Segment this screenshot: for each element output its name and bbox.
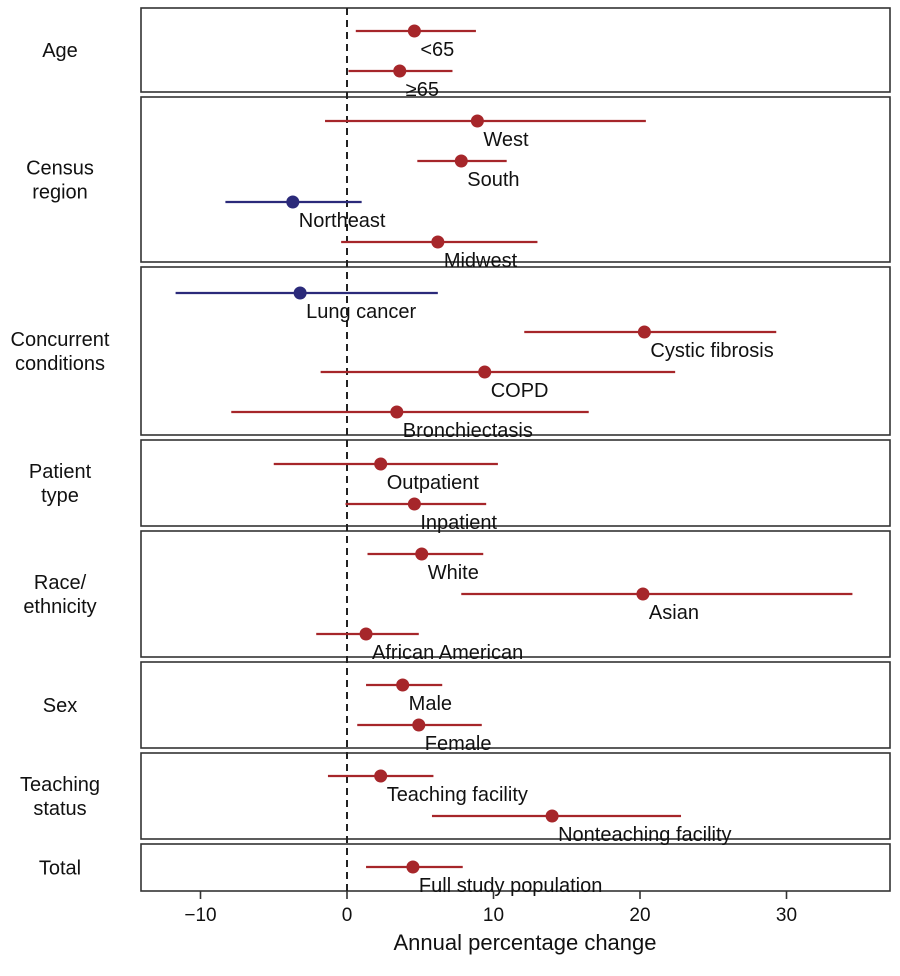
- group-label: Total: [39, 858, 81, 880]
- row-label: Lung cancer: [306, 301, 416, 323]
- group-label: status: [33, 798, 86, 820]
- row-label: Teaching facility: [387, 784, 528, 806]
- estimate-point: [412, 718, 426, 732]
- row-label: Northeast: [299, 210, 386, 232]
- estimate-point: [637, 325, 651, 339]
- row-label: Nonteaching facility: [558, 824, 731, 846]
- group-label: Teaching: [20, 774, 100, 796]
- group-label: region: [32, 182, 88, 204]
- row-label: Bronchiectasis: [403, 420, 533, 442]
- row-label: Male: [409, 693, 452, 715]
- group-label: conditions: [15, 353, 105, 375]
- estimate-point: [470, 114, 484, 128]
- panel-5: [140, 661, 891, 749]
- row-label: West: [483, 129, 529, 151]
- row-label: ≥65: [406, 79, 439, 101]
- row-label: Midwest: [444, 250, 518, 272]
- row-label: COPD: [491, 380, 549, 402]
- row-label: Female: [425, 733, 492, 755]
- estimate-point: [636, 587, 650, 601]
- estimate-point: [293, 286, 307, 300]
- group-label: Patient: [29, 461, 92, 483]
- x-tick-label: 10: [483, 905, 504, 926]
- estimate-point: [390, 405, 404, 419]
- estimate-point: [478, 365, 492, 379]
- row-label: Inpatient: [420, 512, 497, 534]
- group-label: type: [41, 485, 79, 507]
- estimate-point: [407, 497, 421, 511]
- group-label: Census: [26, 158, 94, 180]
- estimate-point: [374, 769, 388, 783]
- row-label: Asian: [649, 602, 699, 624]
- panel-0: [140, 7, 891, 93]
- group-label: Sex: [43, 695, 77, 717]
- panel-3: [140, 439, 891, 527]
- x-tick-label: −10: [184, 905, 216, 926]
- x-axis: −10 0 10 20 30: [184, 891, 797, 926]
- panel-7: [140, 843, 891, 892]
- row-label: <65: [420, 39, 454, 61]
- panel-6: [140, 752, 891, 840]
- estimate-point: [359, 627, 373, 641]
- estimate-point: [431, 235, 445, 249]
- estimate-point: [415, 547, 429, 561]
- x-tick-label: 0: [342, 905, 353, 926]
- group-label: ethnicity: [23, 596, 96, 618]
- row-label: Cystic fibrosis: [650, 340, 773, 362]
- panel-4: [140, 530, 891, 658]
- row-label: Full study population: [419, 875, 602, 897]
- group-label: Concurrent: [11, 329, 110, 351]
- estimate-point: [454, 154, 468, 168]
- panel-2: [140, 266, 891, 436]
- estimate-point: [396, 678, 410, 692]
- x-axis-label: Annual percentage change: [394, 930, 657, 955]
- estimate-point: [286, 195, 300, 209]
- row-label: African American: [372, 642, 523, 664]
- estimate-point: [545, 809, 559, 823]
- group-label: Age: [42, 40, 78, 62]
- estimate-point: [407, 24, 421, 38]
- estimate-point: [406, 860, 420, 874]
- x-tick-label: 20: [629, 905, 650, 926]
- marks-layer: <65 ≥65 West South Northeast Midwest Lung canc…: [175, 24, 853, 897]
- row-label: South: [467, 169, 519, 191]
- row-label: Outpatient: [387, 472, 480, 494]
- estimate-point: [374, 457, 388, 471]
- panel-1: [140, 96, 891, 263]
- x-tick-label: 30: [776, 905, 797, 926]
- estimate-point: [393, 64, 407, 78]
- row-label: White: [428, 562, 479, 584]
- group-label: Race/: [34, 572, 87, 594]
